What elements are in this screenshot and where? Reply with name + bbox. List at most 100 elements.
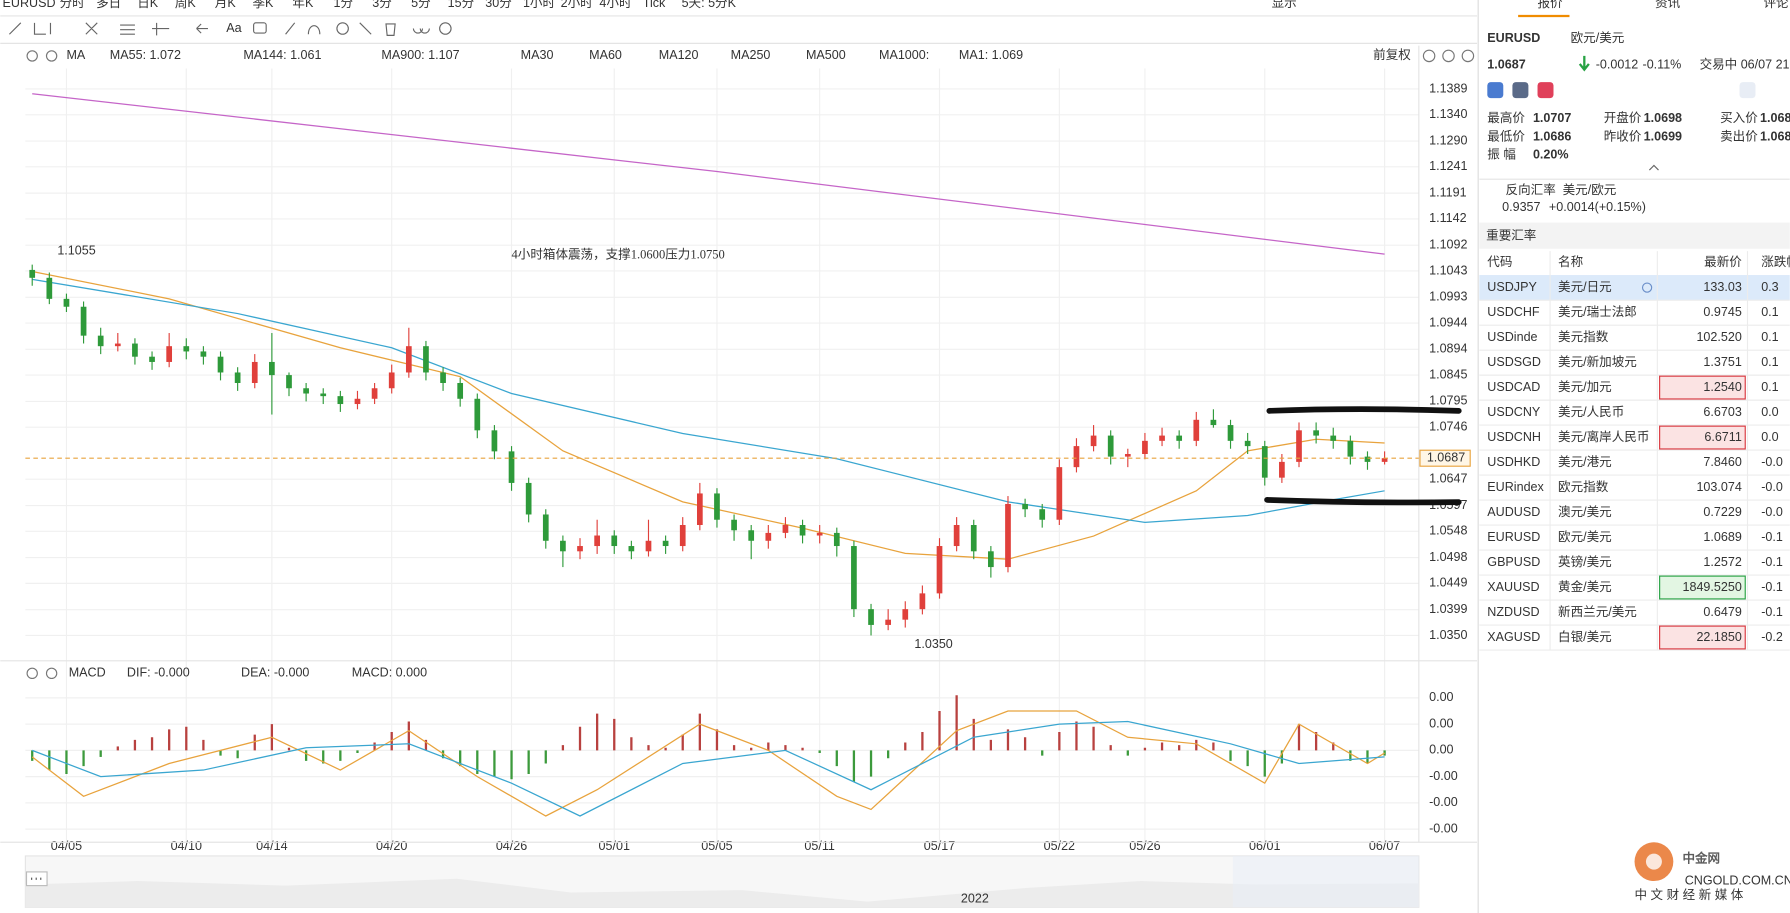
legend-entry-inactive[interactable]: MA30 bbox=[521, 48, 554, 62]
close-icon[interactable] bbox=[45, 667, 58, 680]
period-tab[interactable]: 2小时 bbox=[561, 0, 594, 10]
rate-code[interactable]: EURUSD bbox=[1487, 530, 1540, 544]
rate-name[interactable]: 美元/新加坡元 bbox=[1558, 354, 1637, 369]
candle-body bbox=[320, 393, 327, 397]
rate-change: 0.0 bbox=[1761, 430, 1778, 444]
rate-name[interactable]: 美元/人民币 bbox=[1558, 405, 1624, 419]
rate-name[interactable]: 欧元/美元 bbox=[1558, 530, 1612, 544]
rate-code[interactable]: GBPUSD bbox=[1487, 555, 1540, 569]
candle-body bbox=[508, 451, 515, 483]
y-tick-label: 1.1043 bbox=[1429, 263, 1467, 277]
rate-name[interactable]: 欧元指数 bbox=[1558, 480, 1609, 494]
panel-icon[interactable] bbox=[1537, 82, 1554, 99]
candle-body bbox=[731, 519, 737, 531]
rate-code[interactable]: XAGUSD bbox=[1487, 630, 1540, 644]
rate-code[interactable]: USDCHF bbox=[1487, 305, 1540, 319]
drawing-tools[interactable] bbox=[8, 22, 452, 36]
rate-price: 1849.5250 bbox=[1682, 580, 1741, 594]
rate-code[interactable]: USDCNY bbox=[1487, 405, 1541, 419]
rate-name[interactable]: 美元/日元 bbox=[1558, 280, 1612, 294]
period-tab[interactable]: 周K bbox=[175, 0, 197, 10]
rate-price: 6.6703 bbox=[1703, 405, 1741, 419]
legend-entry[interactable]: MA900: 1.107 bbox=[381, 48, 459, 62]
legend-entry-inactive[interactable]: MA1000: bbox=[879, 48, 929, 62]
rate-name[interactable]: 美元/瑞士法郎 bbox=[1558, 305, 1637, 319]
zoom-in-icon[interactable] bbox=[1461, 49, 1475, 63]
reset-icon[interactable] bbox=[1422, 49, 1436, 63]
rate-code[interactable]: AUDUSD bbox=[1487, 505, 1540, 519]
rate-name[interactable]: 白银/美元 bbox=[1558, 629, 1612, 644]
rate-code[interactable]: USDinde bbox=[1487, 330, 1537, 344]
legend-entry[interactable]: DIF: -0.000 bbox=[127, 666, 190, 680]
candle-body bbox=[868, 609, 874, 625]
period-tab[interactable]: Tick bbox=[643, 0, 666, 10]
rate-code[interactable]: USDSGD bbox=[1487, 355, 1541, 369]
selected-row[interactable] bbox=[1479, 275, 1790, 301]
zoom-out-icon[interactable] bbox=[1442, 49, 1455, 63]
settings-icon[interactable] bbox=[26, 50, 38, 62]
rate-code[interactable]: USDCNH bbox=[1487, 430, 1541, 444]
rate-name[interactable]: 美元指数 bbox=[1558, 330, 1609, 344]
rate-name[interactable]: 美元/港元 bbox=[1558, 455, 1612, 469]
period-tab[interactable]: 4小时 bbox=[599, 0, 632, 10]
panel-tab[interactable]: 评论 bbox=[1763, 0, 1789, 10]
rate-code[interactable]: NZDUSD bbox=[1487, 605, 1539, 619]
rate-price: 0.9745 bbox=[1703, 305, 1741, 319]
settings-icon[interactable] bbox=[26, 667, 38, 680]
panel-tab[interactable]: 报价 bbox=[1538, 0, 1564, 10]
legend-entry-inactive[interactable]: MA250 bbox=[731, 48, 771, 62]
rate-code[interactable]: XAUUSD bbox=[1487, 580, 1539, 594]
macd-bar bbox=[544, 750, 547, 764]
y-tick-label: 1.1389 bbox=[1429, 81, 1467, 95]
period-tab[interactable]: 1小时 bbox=[523, 0, 556, 10]
legend-entry[interactable]: MA55: 1.072 bbox=[110, 48, 181, 62]
period-tab[interactable]: 年K bbox=[292, 0, 314, 10]
symbol-tab[interactable]: EURUSD bbox=[3, 0, 56, 10]
period-tab[interactable]: 多日 bbox=[96, 0, 121, 10]
close-icon[interactable] bbox=[45, 50, 58, 62]
rate-code[interactable]: USDJPY bbox=[1487, 280, 1537, 294]
legend-entry-inactive[interactable]: MA60 bbox=[589, 48, 622, 62]
period-tab[interactable]: 分时 bbox=[60, 0, 86, 10]
period-tab[interactable]: 5天: 5分K bbox=[682, 0, 737, 10]
rate-name[interactable]: 英镑/美元 bbox=[1558, 554, 1612, 569]
comment-icon[interactable] bbox=[253, 22, 267, 34]
rate-name[interactable]: 美元/加元 bbox=[1558, 380, 1612, 394]
panel-icon[interactable] bbox=[1487, 82, 1504, 99]
panel-icon[interactable] bbox=[1512, 82, 1529, 99]
display-menu[interactable]: 显示 bbox=[1272, 0, 1297, 10]
rate-name[interactable]: 黄金/美元 bbox=[1558, 579, 1612, 594]
period-tab[interactable]: 月K bbox=[215, 0, 237, 10]
period-tab[interactable]: 3分 bbox=[372, 0, 392, 10]
period-tab[interactable]: 1分 bbox=[334, 0, 354, 10]
period-tab[interactable]: 季K bbox=[252, 0, 274, 10]
chart-header-icons[interactable] bbox=[26, 49, 1475, 680]
legend-entry[interactable]: MA1: 1.069 bbox=[959, 48, 1023, 62]
collapse-chevron[interactable] bbox=[1648, 164, 1659, 171]
tool-icons[interactable] bbox=[8, 22, 452, 36]
rate-name[interactable]: 美元/离岸人民币 bbox=[1558, 429, 1649, 444]
panel-tab[interactable]: 资讯 bbox=[1655, 0, 1681, 10]
period-tab[interactable]: 30分 bbox=[485, 0, 512, 10]
legend-entry[interactable]: MACD: 0.000 bbox=[352, 666, 427, 680]
rate-name[interactable]: 新西兰元/美元 bbox=[1558, 604, 1637, 619]
navigator-window[interactable] bbox=[1232, 855, 1419, 908]
legend-entry-inactive[interactable]: MA500 bbox=[806, 48, 846, 62]
legend-entry[interactable]: DEA: -0.000 bbox=[241, 666, 309, 680]
text-tool[interactable]: Aa bbox=[226, 21, 241, 35]
alert-icon[interactable] bbox=[1739, 82, 1756, 99]
rate-code[interactable]: USDHKD bbox=[1487, 455, 1540, 469]
rate-code[interactable]: EURindex bbox=[1487, 480, 1544, 494]
stat-value: 1.0698 bbox=[1644, 111, 1682, 125]
legend-entry-inactive[interactable]: MA120 bbox=[659, 48, 699, 62]
period-tab[interactable]: 5分 bbox=[411, 0, 431, 10]
period-tab[interactable]: 日K bbox=[137, 0, 159, 10]
rate-code[interactable]: USDCAD bbox=[1487, 380, 1540, 394]
legend-entry[interactable]: MA144: 1.061 bbox=[243, 48, 321, 62]
last-price-label: 1.0687 bbox=[1427, 451, 1465, 465]
candle-body bbox=[953, 524, 960, 547]
period-tab[interactable]: 15分 bbox=[448, 0, 475, 10]
watch-icon[interactable] bbox=[1641, 282, 1653, 293]
adjust-label[interactable]: 前复权 bbox=[1373, 47, 1411, 62]
rate-name[interactable]: 澳元/美元 bbox=[1558, 505, 1612, 519]
